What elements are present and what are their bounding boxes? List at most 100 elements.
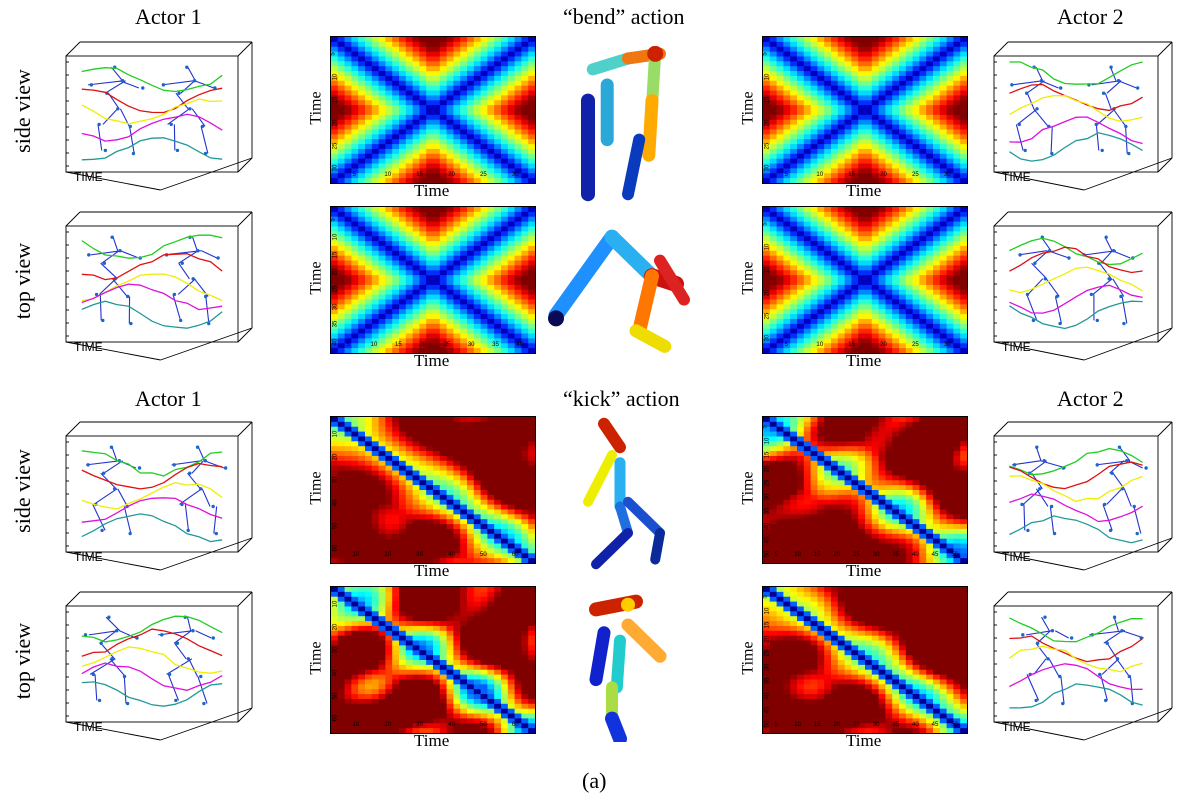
- skeleton-bone: [1125, 126, 1128, 154]
- body-limb: [604, 229, 660, 284]
- joint-trajectory: [1009, 475, 1143, 503]
- x-tick-label: 20: [880, 172, 887, 178]
- skeleton-joint: [1042, 459, 1046, 463]
- skeleton-bone: [120, 250, 139, 259]
- skeleton-joint: [116, 107, 120, 111]
- skeleton-joint: [203, 294, 208, 299]
- skeleton-joint: [188, 471, 192, 475]
- skeleton-joint: [1024, 91, 1029, 95]
- time-axis-label: TIME: [1002, 550, 1031, 564]
- actor-left-title: Actor 1: [135, 4, 202, 29]
- x-tick-label: 35: [892, 552, 900, 558]
- joint-trajectory: [81, 283, 223, 311]
- joint-trajectory: [81, 450, 223, 477]
- skeleton-bone: [89, 658, 116, 675]
- skeleton-joint: [1055, 294, 1059, 299]
- skeleton-bone: [1011, 460, 1042, 466]
- y-tick-label: 5: [762, 425, 769, 429]
- figure-caption: (a): [582, 768, 607, 793]
- body-limb: [654, 254, 690, 306]
- skeleton-bone: [161, 80, 195, 86]
- skeleton-joint: [91, 672, 96, 677]
- skeleton-joint: [1061, 701, 1065, 706]
- time-axis-label: TIME: [1002, 720, 1031, 734]
- skeleton-joint: [169, 122, 173, 127]
- skeleton-bone: [180, 80, 196, 94]
- skeleton-joint: [1043, 277, 1047, 281]
- joint-trajectory: [1009, 635, 1143, 663]
- skeleton-joint: [1116, 79, 1121, 83]
- skeleton-joint: [1117, 445, 1122, 449]
- skeleton-joint: [1125, 459, 1129, 463]
- y-axis-label: Time: [307, 641, 325, 675]
- y-tick-label: 20: [764, 119, 771, 127]
- skeleton-bone: [1099, 262, 1112, 280]
- skeleton-bone: [93, 488, 118, 505]
- skeleton-joint: [1104, 235, 1108, 239]
- x-tick-label: 15: [813, 552, 821, 558]
- joint-trajectory: [81, 87, 223, 114]
- y-tick-label: 50: [332, 522, 339, 529]
- joint-trajectory: [1009, 461, 1143, 490]
- y-axis-label: Time: [739, 641, 757, 675]
- y-tick-label: 10: [764, 607, 771, 615]
- body-limb: [589, 626, 611, 687]
- x-tick-label: 10: [794, 722, 801, 728]
- trajectory-cube-left: [65, 211, 253, 361]
- body-model: [581, 46, 666, 202]
- skeleton-joint: [211, 504, 215, 509]
- skeleton-joint: [122, 674, 127, 679]
- skeleton-joint: [135, 636, 139, 640]
- joint-trajectory: [1009, 493, 1143, 523]
- skeleton-bone: [166, 658, 193, 675]
- skeleton-bone: [1035, 66, 1044, 81]
- ssm-heatmap-right-image: [763, 417, 967, 563]
- x-tick-label: 60: [511, 722, 519, 728]
- x-tick-label: 10: [384, 172, 392, 178]
- skeleton-joint: [1127, 151, 1131, 156]
- x-tick-label: 10: [370, 342, 378, 348]
- skeleton-bone: [201, 250, 218, 259]
- skeleton-joint: [1052, 531, 1057, 536]
- body-limb: [650, 528, 665, 565]
- skeleton-bone: [1123, 488, 1132, 507]
- y-tick-label: 45: [764, 536, 771, 543]
- skeleton-bone: [171, 460, 203, 466]
- joint-trajectory: [81, 137, 223, 161]
- skeleton-bone: [99, 278, 117, 295]
- x-tick-label: 25: [853, 552, 860, 558]
- x-tick-label: 40: [912, 722, 919, 728]
- x-tick-label: 50: [480, 722, 487, 728]
- y-tick-label: 25: [764, 142, 771, 149]
- skeleton-joint: [191, 277, 195, 281]
- skeleton-joint: [110, 235, 114, 239]
- body-limb: [586, 52, 634, 76]
- skeleton-bone: [1109, 460, 1125, 474]
- skeleton-joint: [186, 528, 190, 533]
- actor-right-title: Actor 2: [1057, 386, 1124, 411]
- body-limb: [610, 634, 626, 694]
- body-limb: [583, 450, 617, 507]
- skeleton-bone: [1029, 460, 1048, 474]
- skeleton-bone: [1112, 250, 1131, 259]
- skeleton-bone: [184, 504, 190, 531]
- skeleton-joint: [115, 629, 119, 633]
- skeleton-joint: [103, 148, 108, 153]
- skeleton-joint: [94, 292, 99, 297]
- skeleton-bone: [1103, 630, 1123, 644]
- skeleton-joint: [1109, 65, 1113, 69]
- skeleton-bone: [117, 488, 128, 507]
- skeleton-joint: [186, 657, 191, 661]
- skeleton-joint: [125, 701, 130, 706]
- y-tick-label: 25: [764, 312, 771, 319]
- skeleton-bone: [1106, 642, 1118, 660]
- skeleton-joint: [177, 91, 181, 95]
- skeleton-bone: [1112, 108, 1127, 127]
- x-tick-label: 25: [912, 342, 919, 348]
- y-tick-label: 50: [332, 692, 339, 699]
- x-tick-label: 25: [443, 342, 451, 348]
- skeleton-joint: [1107, 277, 1111, 281]
- skeleton-joint: [1017, 122, 1021, 127]
- y-tick-label: 15: [764, 266, 771, 274]
- skeleton-bone: [97, 124, 103, 151]
